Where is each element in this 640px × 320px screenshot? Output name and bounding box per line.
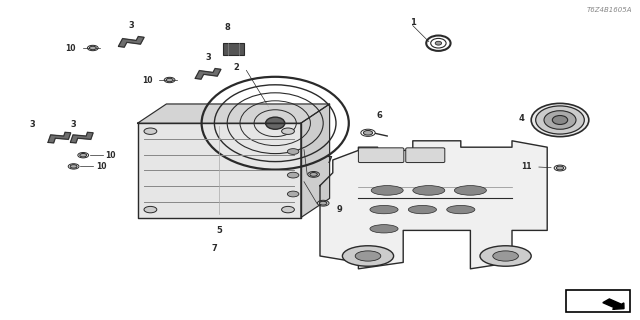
Text: FR.: FR. xyxy=(574,296,593,306)
Ellipse shape xyxy=(552,116,568,124)
Text: 10: 10 xyxy=(65,44,76,52)
Ellipse shape xyxy=(447,205,475,214)
Polygon shape xyxy=(70,132,93,143)
Circle shape xyxy=(287,191,299,197)
Text: 8: 8 xyxy=(225,23,230,32)
Text: 10: 10 xyxy=(106,151,116,160)
FancyBboxPatch shape xyxy=(406,148,445,163)
Bar xyxy=(223,43,244,55)
Ellipse shape xyxy=(413,186,445,195)
Polygon shape xyxy=(48,132,70,143)
Text: 7: 7 xyxy=(327,156,332,164)
Circle shape xyxy=(364,131,372,135)
Polygon shape xyxy=(138,104,330,123)
Text: 3: 3 xyxy=(29,120,35,129)
Text: 3: 3 xyxy=(129,21,134,30)
FancyBboxPatch shape xyxy=(358,148,404,163)
Text: 3: 3 xyxy=(71,120,76,129)
Text: 9: 9 xyxy=(337,205,342,214)
Ellipse shape xyxy=(531,103,589,137)
Circle shape xyxy=(282,206,294,213)
Ellipse shape xyxy=(370,205,398,214)
Polygon shape xyxy=(301,104,330,218)
Text: 10: 10 xyxy=(142,76,152,84)
Text: 10: 10 xyxy=(96,162,106,171)
Circle shape xyxy=(80,154,86,157)
Ellipse shape xyxy=(454,186,486,195)
Text: T6Z4B1605A: T6Z4B1605A xyxy=(587,7,632,13)
Ellipse shape xyxy=(266,117,285,129)
Ellipse shape xyxy=(355,251,381,261)
Ellipse shape xyxy=(493,251,518,261)
Circle shape xyxy=(144,206,157,213)
Ellipse shape xyxy=(371,186,403,195)
Ellipse shape xyxy=(408,205,436,214)
Text: 3: 3 xyxy=(205,53,211,62)
Polygon shape xyxy=(195,68,221,79)
Polygon shape xyxy=(138,123,301,218)
Circle shape xyxy=(556,166,564,170)
Circle shape xyxy=(90,46,96,50)
Circle shape xyxy=(287,149,299,155)
Circle shape xyxy=(144,128,157,134)
Circle shape xyxy=(282,128,294,134)
Text: 4: 4 xyxy=(519,114,525,123)
Circle shape xyxy=(310,172,317,176)
Ellipse shape xyxy=(480,246,531,266)
Circle shape xyxy=(319,201,327,205)
Text: 5: 5 xyxy=(216,226,222,235)
Ellipse shape xyxy=(435,41,442,45)
Polygon shape xyxy=(320,141,547,269)
Circle shape xyxy=(287,172,299,178)
Circle shape xyxy=(166,78,173,82)
Ellipse shape xyxy=(370,225,398,233)
Ellipse shape xyxy=(536,106,584,134)
Ellipse shape xyxy=(342,246,394,266)
Circle shape xyxy=(70,165,77,168)
Polygon shape xyxy=(118,36,144,47)
Ellipse shape xyxy=(544,111,576,129)
Text: 2: 2 xyxy=(234,63,240,72)
Text: 11: 11 xyxy=(521,162,531,171)
Text: 1: 1 xyxy=(410,18,416,27)
Text: 7: 7 xyxy=(212,244,217,252)
Text: 6: 6 xyxy=(376,111,383,120)
